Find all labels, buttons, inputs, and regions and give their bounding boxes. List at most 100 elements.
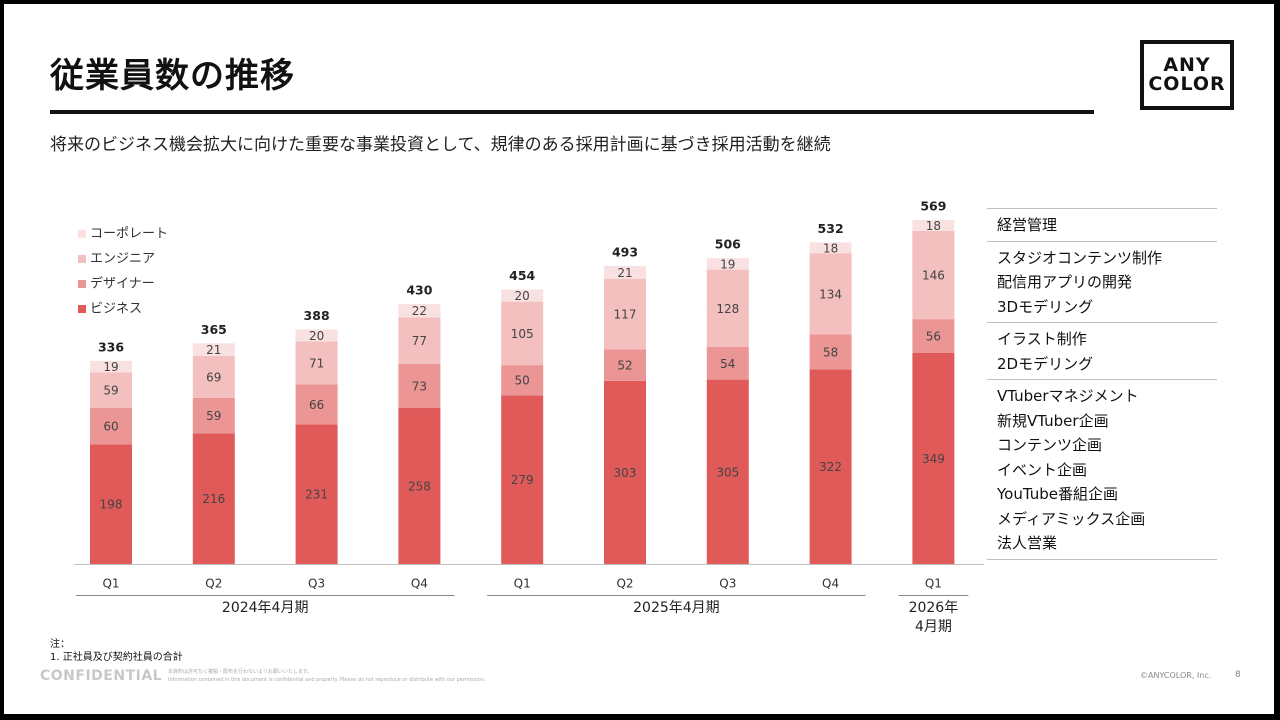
- data-label: 305: [716, 465, 739, 479]
- bar-segment: [706, 346, 749, 380]
- bar-segment: [398, 304, 441, 318]
- bar-segment: [604, 278, 646, 350]
- data-label: 216: [202, 492, 225, 506]
- data-label: 77: [412, 334, 427, 348]
- bar-segment: [192, 397, 235, 434]
- data-label: 22: [412, 304, 427, 318]
- total-label: 336: [98, 339, 124, 354]
- legend-swatch: [78, 230, 86, 238]
- data-label: 18: [823, 241, 838, 255]
- data-label: 258: [408, 480, 431, 494]
- department-side-panel: 経営管理 スタジオコンテンツ制作 配信用アプリの開発 3Dモデリング イラスト制作 2Dモ…: [987, 208, 1217, 560]
- x-tick-label: Q2: [616, 577, 633, 591]
- page-title: 従業員数の推移: [50, 56, 295, 96]
- bar-segment: [192, 356, 235, 398]
- department-item: VTuberマネジメント: [997, 387, 1139, 405]
- bar-segment: [604, 265, 646, 279]
- legend-swatch: [78, 255, 86, 263]
- period-label: 2024年4月期: [222, 600, 309, 616]
- x-tick-label: Q3: [719, 577, 736, 591]
- department-item: イラスト制作: [997, 330, 1087, 348]
- department-item: イベント企画: [997, 460, 1088, 479]
- legend-label: コーポレート: [90, 227, 168, 242]
- bar-segment: [90, 372, 132, 409]
- data-label: 279: [511, 473, 534, 487]
- total-label: 569: [920, 199, 946, 214]
- legend-swatch: [78, 305, 86, 313]
- data-label: 20: [515, 289, 530, 303]
- bar-segment: [501, 301, 544, 366]
- anycolor-logo: ANY COLOR: [1140, 40, 1234, 110]
- data-label: 19: [103, 360, 118, 374]
- data-label: 73: [412, 379, 427, 393]
- data-label: 303: [614, 466, 637, 480]
- bar-segment: [706, 258, 749, 270]
- legend-swatch: [78, 280, 86, 288]
- confidential-label: CONFIDENTIAL: [40, 668, 163, 684]
- department-item: スタジオコンテンツ制作: [997, 248, 1163, 267]
- data-label: 60: [103, 420, 118, 434]
- data-label: 146: [922, 269, 945, 283]
- legend-label: ビジネス: [90, 302, 142, 317]
- bar-segment: [912, 319, 955, 354]
- department-item: 新規VTuber企画: [997, 411, 1109, 430]
- x-tick-label: Q1: [102, 577, 119, 591]
- bar-segment: [501, 395, 544, 564]
- total-label: 388: [304, 308, 330, 323]
- department-item: 3Dモデリング: [997, 297, 1094, 316]
- data-label: 231: [305, 488, 328, 502]
- data-label: 71: [309, 356, 324, 370]
- footnotes: 注： 1. 正社員及び契約社員の合計: [50, 638, 183, 664]
- data-label: 59: [103, 384, 118, 398]
- data-label: 20: [309, 329, 324, 343]
- data-label: 58: [823, 345, 838, 359]
- total-label: 506: [715, 237, 741, 252]
- data-label: 21: [617, 266, 632, 280]
- bar-segment: [604, 380, 646, 564]
- x-tick-label: Q1: [514, 577, 531, 591]
- data-label: 349: [922, 452, 945, 466]
- data-label: 117: [614, 308, 637, 322]
- bar-segment: [501, 365, 544, 396]
- department-item: メディアミックス企画: [997, 509, 1146, 528]
- x-tick-label: Q4: [411, 577, 428, 591]
- bar-segment: [192, 343, 235, 357]
- confidential-notice: 本資料は許可なく複製・配布を行わないようお願いいたします。 Informatio…: [168, 668, 486, 684]
- department-item: 配信用アプリの開発: [997, 273, 1133, 291]
- bar-segment: [706, 379, 749, 564]
- period-label: 2026年: [909, 600, 959, 616]
- bar-segment: [398, 363, 441, 409]
- data-label: 128: [716, 302, 739, 316]
- bar-segment: [809, 253, 852, 335]
- bar-segment: [912, 353, 955, 564]
- department-item: 法人営業: [997, 534, 1058, 552]
- bar-segment: [912, 230, 955, 320]
- department-group: 経営管理: [987, 208, 1217, 241]
- x-tick-label: Q2: [205, 577, 222, 591]
- bar-segment: [398, 317, 441, 364]
- confidential-notice-ja: 本資料は許可なく複製・配布を行わないようお願いいたします。: [168, 669, 313, 675]
- bar-segment: [604, 349, 646, 381]
- total-label: 493: [612, 244, 638, 259]
- bar-segment: [90, 444, 132, 564]
- slide: 従業員数の推移 ANY COLOR 将来のビジネス機会拡大に向けた重要な事業投資…: [4, 4, 1274, 714]
- footnote-1: 1. 正社員及び契約社員の合計: [50, 652, 183, 663]
- period-label: 4月期: [915, 619, 952, 635]
- total-label: 365: [201, 322, 227, 337]
- bar-segment: [90, 408, 132, 445]
- data-label: 59: [206, 409, 221, 423]
- total-label: 454: [509, 268, 535, 283]
- data-label: 198: [100, 498, 123, 512]
- page-subtitle: 将来のビジネス機会拡大に向けた重要な事業投資として、規律のある採用計画に基づき採…: [50, 135, 831, 155]
- logo-line-1: ANY: [1163, 53, 1211, 76]
- copyright: ©ANYCOLOR, Inc.: [1140, 671, 1212, 680]
- bar-segment: [809, 369, 852, 564]
- department-item: YouTube番組企画: [997, 485, 1118, 503]
- bar-segment: [501, 289, 544, 302]
- x-tick-label: Q3: [308, 577, 325, 591]
- bar-segment: [706, 269, 749, 347]
- data-label: 322: [819, 460, 842, 474]
- confidential-notice-en: Information contained in this document i…: [168, 677, 486, 683]
- footnote-heading: 注：: [50, 639, 70, 650]
- department-item: コンテンツ企画: [997, 436, 1103, 454]
